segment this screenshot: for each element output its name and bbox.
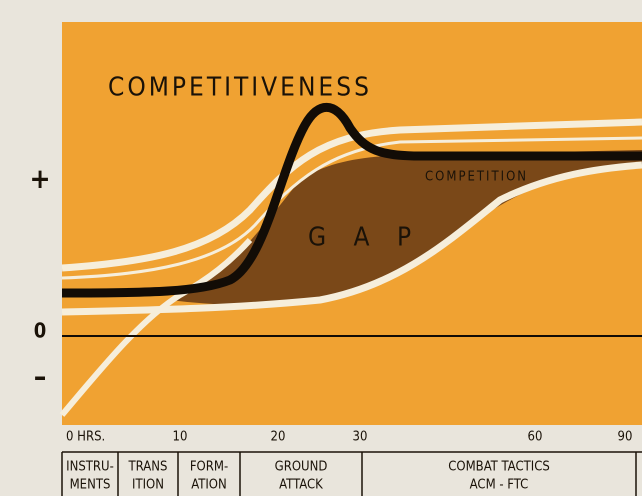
- phase-label: TRANS: [128, 460, 168, 475]
- x-labels: 0 HRS. 10 20 30 60 90: [66, 430, 632, 445]
- minus-label: –: [34, 360, 47, 393]
- x-label: 0 HRS.: [66, 430, 105, 445]
- phase-label: COMBAT TACTICS: [448, 460, 550, 475]
- competitiveness-curve: [61, 103, 642, 298]
- x-label: 90: [618, 430, 633, 445]
- zero-label: 0: [34, 319, 47, 343]
- phase-label: INSTRU-: [66, 460, 114, 475]
- competition-label: COMPETITION: [425, 170, 528, 185]
- phase-label: FORM-: [190, 460, 228, 475]
- phase-label: ATION: [191, 478, 227, 493]
- phase-label: GROUND: [275, 460, 328, 475]
- competition-line: [61, 136, 642, 280]
- dividers: [61, 452, 637, 496]
- phase-label: ACM - FTC: [470, 478, 529, 493]
- x-label: 60: [528, 430, 543, 445]
- plus-label: +: [29, 162, 50, 195]
- phase-label: MENTS: [70, 478, 111, 493]
- lower-band-line: [61, 161, 642, 316]
- x-label: 20: [271, 430, 286, 445]
- phase-label: ATTACK: [279, 478, 323, 493]
- upper-band-line: [61, 118, 642, 272]
- rise-line: [59, 237, 253, 417]
- gap-label: G A P: [308, 223, 421, 253]
- x-label: 10: [173, 430, 188, 445]
- title: COMPETITIVENESS: [108, 73, 372, 103]
- phases: INSTRU- MENTS TRANS ITION FORM- ATION GR…: [66, 460, 550, 493]
- x-label: 30: [353, 430, 368, 445]
- phase-label: ITION: [132, 478, 164, 493]
